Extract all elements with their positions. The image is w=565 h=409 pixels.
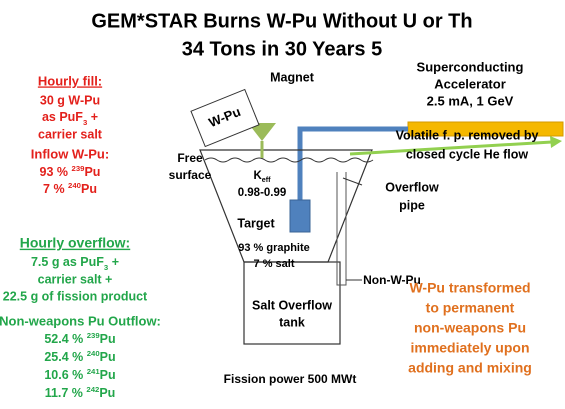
- text-line: 93 % graphite: [238, 242, 310, 254]
- text-line: 7 % 240Pu: [43, 181, 97, 197]
- arrow-head: [550, 136, 562, 148]
- text-line: 34 Tons in 30 Years 5: [182, 38, 383, 60]
- text-line: Keff: [253, 170, 271, 184]
- text-line: Non-W-Pu: [363, 273, 421, 287]
- text-line: Superconducting: [417, 59, 524, 74]
- text-line: 0.98-0.99: [238, 187, 287, 199]
- text-line: 93 % 239Pu: [40, 164, 101, 180]
- text-part: Pu: [100, 368, 116, 382]
- superscript: 239: [72, 164, 86, 173]
- text-line: carrier salt +: [38, 272, 113, 286]
- pointer-line: [342, 177, 363, 186]
- text-part: 7.5 g as PuF: [31, 255, 104, 269]
- superscript: 240: [87, 349, 100, 358]
- wpu-box: [190, 88, 260, 148]
- text-line: pipe: [399, 198, 425, 212]
- text-line: 25.4 % 240Pu: [44, 349, 115, 365]
- text-line: tank: [279, 315, 305, 329]
- text-part: 52.4 %: [44, 332, 86, 346]
- text-line: Overflow: [385, 180, 439, 194]
- text-line: Accelerator: [434, 76, 506, 91]
- text-line: surface: [169, 168, 212, 182]
- text-line: 2.5 mA, 1 GeV: [427, 93, 514, 108]
- text-line: W-Pu transformed: [409, 280, 530, 296]
- text-part: 25.4 %: [44, 350, 86, 364]
- text-part: 10.6 %: [44, 368, 86, 382]
- text-line: Non-weapons Pu Outflow:: [0, 313, 161, 328]
- free-surface-line: [204, 157, 374, 163]
- text-line: Volatile f. p. removed by: [396, 128, 539, 142]
- superscript: 242: [86, 385, 99, 394]
- text-part: Pu: [100, 332, 116, 346]
- text-line: to permanent: [426, 300, 515, 316]
- text-part: 7 %: [43, 182, 68, 196]
- text-line: Free: [177, 151, 203, 165]
- text-line: 7.5 g as PuF3 +: [31, 255, 119, 271]
- text-line: 10.6 % 241Pu: [44, 367, 115, 383]
- text-line: Inflow W-Pu:: [31, 146, 109, 161]
- text-line: Target: [237, 216, 275, 230]
- text-part: Pu: [99, 386, 115, 400]
- subscript: 3: [83, 118, 88, 127]
- text-line: non-weapons Pu: [414, 320, 526, 336]
- overflow-tank: [243, 261, 341, 345]
- text-part: 11.7 %: [45, 386, 87, 400]
- text-line: immediately upon: [410, 340, 529, 356]
- funnel: [248, 123, 276, 141]
- subscript: 3: [104, 263, 109, 272]
- text-part: as PuF: [42, 110, 83, 124]
- text-line: 30 g W-Pu: [40, 93, 100, 107]
- text-part: K: [253, 170, 262, 182]
- text-line: as PuF3 +: [42, 110, 98, 126]
- text-part: +: [108, 255, 119, 269]
- superscript: 240: [68, 181, 81, 190]
- gas-flow-arrow: [349, 140, 553, 156]
- text-line: 22.5 g of fission product: [3, 289, 148, 303]
- text-part: 93 %: [40, 165, 72, 179]
- text-line: GEM*STAR Burns W-Pu Without U or Th: [91, 10, 472, 32]
- subscript: eff: [262, 176, 271, 184]
- text-line: closed cycle He flow: [406, 147, 529, 161]
- text-part: +: [87, 110, 98, 124]
- text-line: 52.4 % 239Pu: [44, 331, 115, 347]
- text-line: Fission power 500 MWt: [224, 372, 357, 386]
- overflow-pipe-shape: [336, 172, 347, 286]
- text-line: 11.7 % 242Pu: [45, 385, 116, 401]
- text-part: Pu: [84, 165, 100, 179]
- superscript: 241: [87, 367, 101, 376]
- text-line: Hourly fill:: [38, 73, 102, 88]
- superscript: 239: [87, 331, 101, 340]
- text-line: 7 % salt: [254, 258, 295, 270]
- text-part: Pu: [81, 182, 97, 196]
- text-line: adding and mixing: [408, 360, 532, 376]
- text-line: Magnet: [270, 70, 315, 84]
- magnet-pipe: [297, 126, 408, 200]
- target-block: [289, 199, 311, 233]
- text-part: Pu: [100, 350, 116, 364]
- text-line: Hourly overflow:: [20, 235, 130, 251]
- text-line: carrier salt: [38, 127, 103, 141]
- text-line: Salt Overflow: [252, 298, 332, 312]
- wpu-box-group: [190, 88, 260, 148]
